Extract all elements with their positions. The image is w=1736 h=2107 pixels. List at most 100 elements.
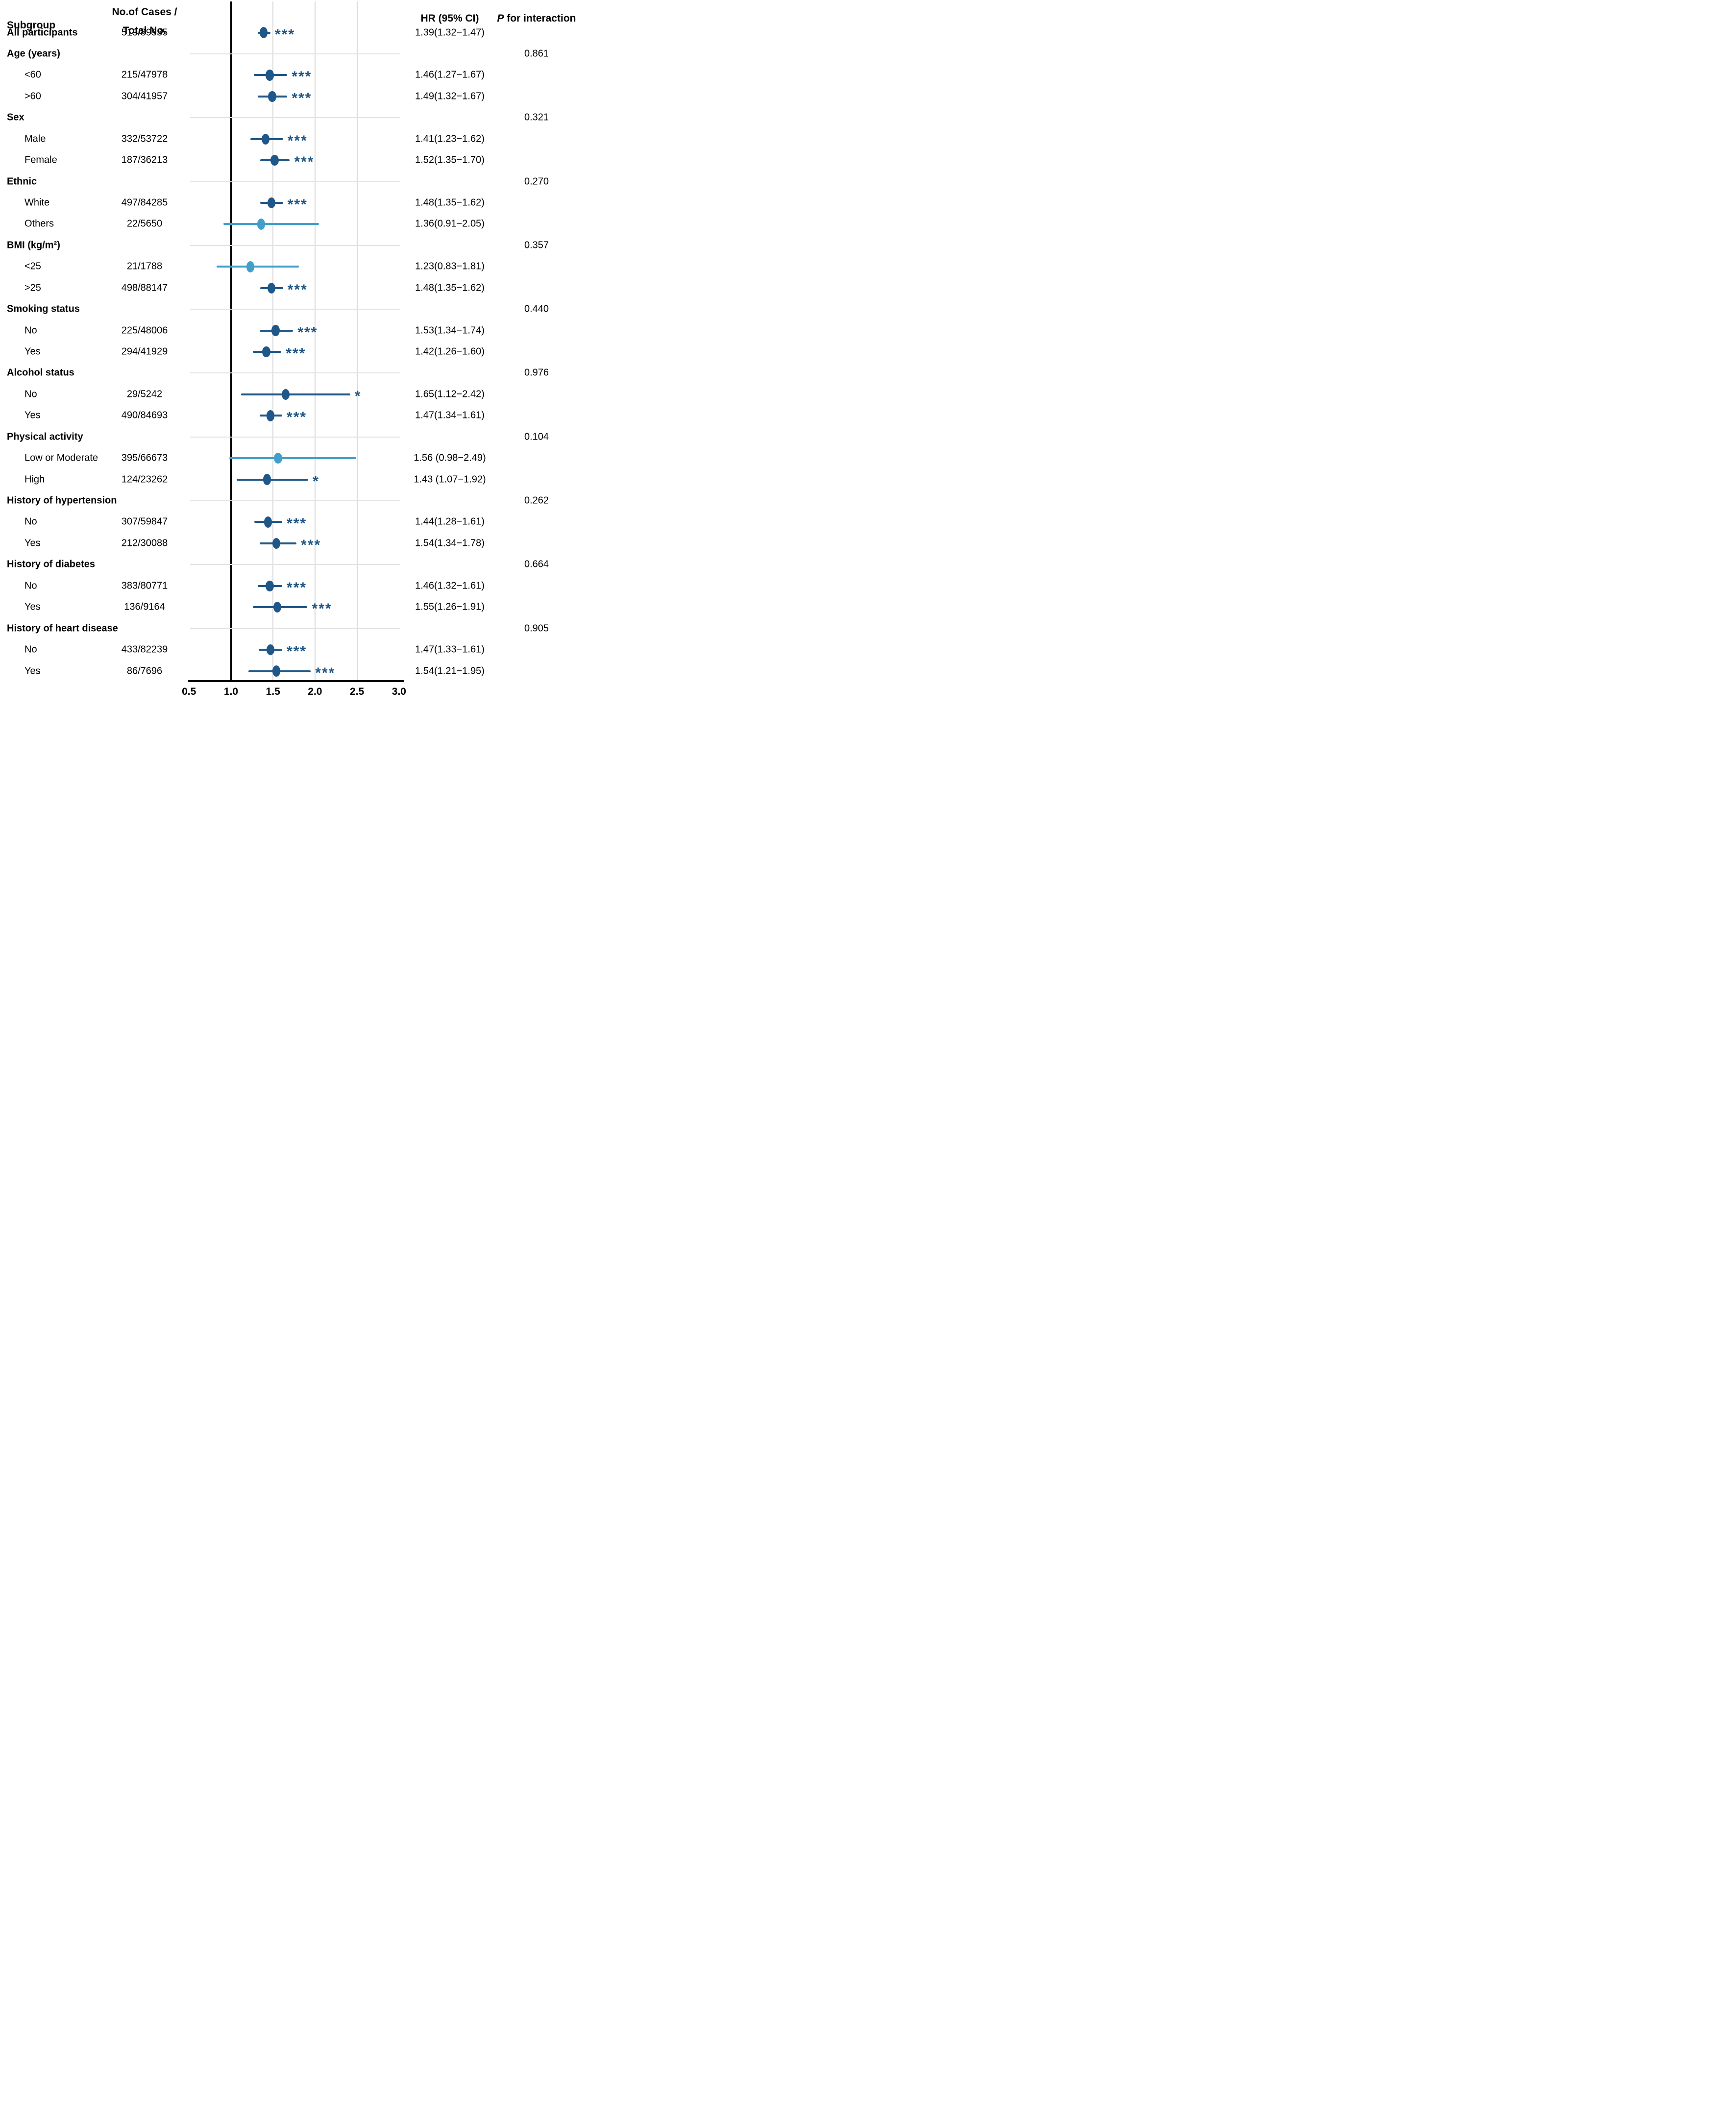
- hr-ci-value: 1.55(1.26−1.91): [415, 601, 485, 612]
- forest-row-label: >60: [24, 91, 41, 102]
- cases-header-line1: No.of Cases /: [112, 6, 177, 18]
- ci-line: [223, 223, 319, 225]
- ci-line: [237, 478, 309, 481]
- forest-row-label: High: [24, 474, 45, 485]
- hr-dot: [266, 644, 275, 656]
- forest-row-label: White: [24, 197, 50, 208]
- x-axis-tick-1.0: 1.0: [223, 686, 239, 697]
- section-label: Sex: [7, 112, 24, 123]
- cases-value: 187/36213: [121, 154, 168, 166]
- p-for-interaction-header: P for interaction: [497, 13, 576, 24]
- subgroup-header: Subgroup: [7, 20, 56, 31]
- hr-ci-value: 1.49(1.32−1.67): [415, 91, 485, 102]
- significance-stars: ***: [312, 601, 332, 617]
- p-header-italic: P: [497, 13, 504, 24]
- significance-stars: ***: [275, 26, 295, 43]
- significance-stars: ***: [287, 515, 307, 532]
- cases-value: 497/84285: [121, 197, 168, 208]
- hr-dot: [266, 70, 274, 81]
- cases-value: 212/30088: [121, 538, 168, 549]
- x-axis-tick-2.0: 2.0: [308, 686, 322, 697]
- cases-value: 215/47978: [121, 69, 168, 80]
- section-label: Alcohol status: [7, 367, 74, 378]
- cases-value: 307/59847: [121, 516, 168, 527]
- forest-row-label: No: [24, 516, 37, 527]
- x-axis-tick-0.5: 0.5: [182, 686, 196, 697]
- section-separator: [190, 436, 400, 438]
- x-axis-line: [188, 680, 404, 682]
- cases-value: 383/80771: [121, 580, 168, 591]
- forest-row-label: >25: [24, 282, 41, 294]
- forest-row-label: Yes: [24, 601, 41, 612]
- cases-value: 332/53722: [121, 133, 168, 145]
- forest-row-label: <60: [24, 69, 41, 80]
- section-label: History of diabetes: [7, 559, 96, 570]
- p-interaction-value: 0.440: [524, 303, 549, 315]
- x-axis-tick-1.5: 1.5: [266, 686, 280, 697]
- hr-dot: [272, 665, 281, 677]
- ci-line: [241, 393, 350, 395]
- section-separator: [190, 372, 400, 374]
- cases-value: 433/82239: [121, 644, 168, 655]
- p-interaction-value: 0.357: [524, 240, 549, 251]
- hr-ci-value: 1.65(1.12−2.42): [415, 389, 485, 400]
- hr-dot: [266, 580, 274, 591]
- significance-stars: ***: [287, 579, 307, 596]
- hr-ci-value: 1.43 (1.07−1.92): [414, 474, 486, 485]
- hr-dot: [266, 410, 275, 421]
- forest-row-label: Yes: [24, 346, 41, 357]
- hr-ci-value: 1.54(1.34−1.78): [415, 538, 485, 549]
- significance-stars: ***: [287, 409, 307, 426]
- forest-plot: Subgroup No.of Cases / Total No. HR (95%…: [0, 0, 579, 702]
- ci-line: [229, 457, 356, 460]
- gridline-2: [314, 1, 316, 680]
- p-interaction-value: 0.104: [524, 431, 549, 442]
- p-interaction-value: 0.905: [524, 623, 549, 634]
- forest-row-label: Low or Moderate: [24, 452, 98, 464]
- hr-ci-value: 1.41(1.23−1.62): [415, 133, 485, 145]
- forest-row-label: <25: [24, 261, 41, 272]
- hr-ci-value: 1.23(0.83−1.81): [415, 261, 485, 272]
- section-separator: [190, 564, 400, 565]
- cases-value: 294/41929: [121, 346, 168, 357]
- hr-dot: [267, 282, 275, 294]
- hr-dot: [270, 154, 279, 166]
- significance-stars: ***: [286, 345, 306, 362]
- cases-value: 21/1788: [126, 261, 163, 272]
- cases-value: 498/88147: [121, 282, 168, 294]
- section-label: Smoking status: [7, 303, 80, 315]
- hr-dot: [246, 261, 255, 272]
- hr-dot: [271, 325, 280, 336]
- hr-ci-value: 1.39(1.32−1.47): [415, 27, 485, 38]
- section-label: BMI (kg/m²): [7, 240, 60, 251]
- forest-row-label: Others: [24, 218, 54, 229]
- cases-value: 490/84693: [121, 410, 168, 421]
- hr-ci-value: 1.52(1.35−1.70): [415, 154, 485, 166]
- cases-value: 519/89935: [121, 27, 168, 38]
- significance-stars: *: [313, 473, 319, 490]
- cases-value: 86/7696: [126, 665, 163, 676]
- forest-row-label: Male: [24, 133, 46, 145]
- plot-layer: All participants 519/89935 *** 1.39(1.32−1.…: [0, 0, 579, 702]
- hr-ci-value: 1.53(1.34−1.74): [415, 325, 485, 336]
- x-axis-tick-3.0: 3.0: [391, 686, 406, 697]
- section-label: Age (years): [7, 48, 60, 59]
- hr-ci-value: 1.48(1.35−1.62): [415, 282, 485, 294]
- hr-ci-value: 1.46(1.27−1.67): [415, 69, 485, 80]
- section-label: Ethnic: [7, 176, 37, 187]
- hr-dot: [268, 91, 276, 102]
- p-interaction-value: 0.861: [524, 48, 549, 59]
- cases-value: 29/5242: [126, 389, 163, 400]
- cases-value: 22/5650: [126, 218, 163, 229]
- section-label: History of hypertension: [7, 495, 117, 506]
- section-separator: [190, 53, 400, 55]
- forest-row-label: No: [24, 644, 37, 655]
- hr-ci-value: 1.48(1.35−1.62): [415, 197, 485, 208]
- cases-value: 136/9164: [124, 601, 165, 612]
- hr-ci-value: 1.46(1.32−1.61): [415, 580, 485, 591]
- gridline-2.5: [356, 1, 358, 680]
- p-interaction-value: 0.270: [524, 176, 549, 187]
- reference-line: [230, 1, 232, 680]
- cases-value: 225/48006: [121, 325, 168, 336]
- ci-line: [217, 266, 299, 268]
